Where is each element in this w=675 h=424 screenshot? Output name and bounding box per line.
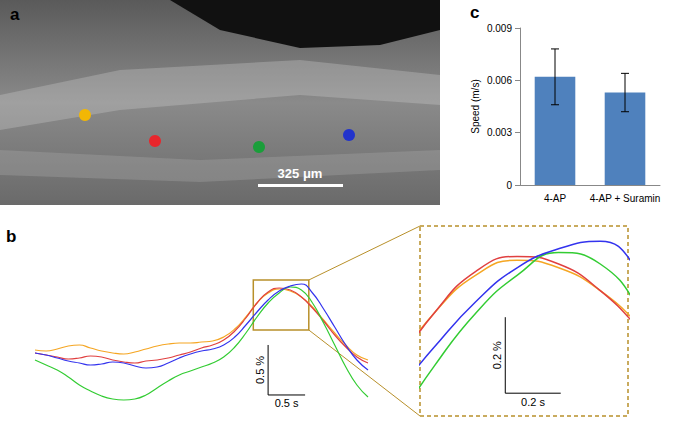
svg-text:a: a (10, 5, 20, 24)
svg-text:0.2 %: 0.2 % (491, 341, 503, 369)
svg-text:0.5 %: 0.5 % (254, 356, 266, 384)
svg-text:0.009: 0.009 (487, 23, 512, 34)
svg-text:c: c (470, 3, 479, 22)
svg-text:0.003: 0.003 (487, 127, 512, 138)
svg-text:4-AP: 4-AP (544, 193, 567, 204)
svg-text:0.5 s: 0.5 s (275, 397, 299, 409)
svg-text:0: 0 (506, 180, 512, 191)
svg-text:4-AP + Suramin: 4-AP + Suramin (590, 193, 661, 204)
svg-text:Speed (m/s): Speed (m/s) (470, 79, 481, 133)
svg-text:325 μm: 325 μm (278, 166, 323, 181)
svg-text:0.006: 0.006 (487, 75, 512, 86)
svg-text:b: b (6, 227, 16, 246)
svg-text:0.2 s: 0.2 s (521, 396, 545, 408)
